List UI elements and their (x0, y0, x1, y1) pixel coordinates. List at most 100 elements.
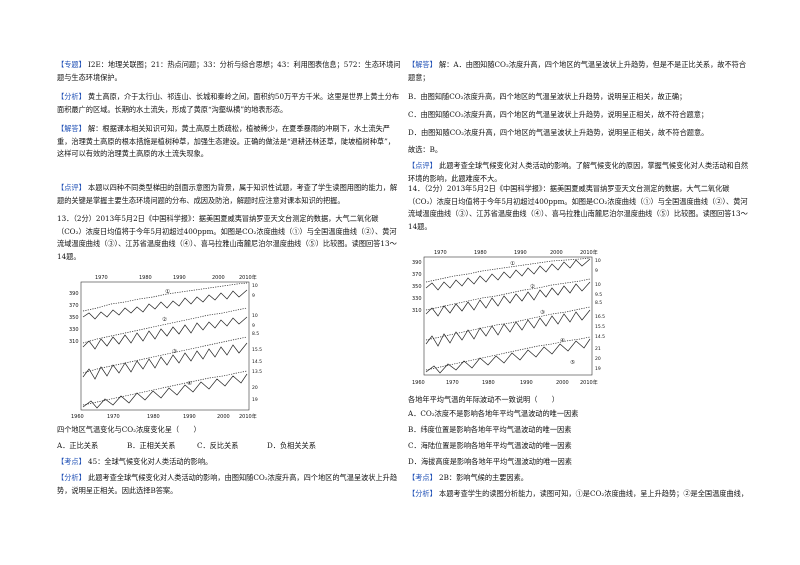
svg-text:20: 20 (595, 356, 601, 362)
svg-text:8.5: 8.5 (252, 331, 259, 337)
option-d: D．海拔高度是影响各地年平均气温波动的唯一因素 (408, 457, 572, 466)
year-label: 2010年 (580, 249, 598, 256)
year-label: 1970 (446, 380, 459, 386)
analysis-block: 【分析】 此题考查全球气候变化对人类活动的影响，由图知随CO₂浓度升高，四个地区… (57, 473, 398, 495)
option-a: A．CO₂浓度不是影响各地年平均气温波动的唯一因素 (408, 409, 579, 418)
year-label: 2000 (550, 250, 563, 256)
section-tag: 【分析】 (57, 473, 86, 482)
curve-marker: ① (165, 289, 170, 295)
axis-tick: 390 (412, 260, 422, 266)
svg-text:21: 21 (595, 346, 601, 352)
question-14-stem: 各地年平均气温的年际波动不一致说明（ ） (408, 395, 559, 404)
curve-marker: ⑤ (570, 360, 575, 366)
svg-text:19: 19 (252, 397, 258, 403)
curve-marker: ④ (560, 338, 565, 344)
section-tag: 【点评】 (57, 183, 86, 192)
svg-text:19: 19 (595, 366, 601, 372)
axis-tick: 370 (69, 303, 79, 309)
section-tag: 【分析】 (57, 92, 86, 101)
year-label: 2000 (212, 275, 225, 281)
svg-text:9: 9 (595, 268, 598, 274)
co2-temperature-figure: 1970 1980 1990 2000 2010年 1960 1970 1980… (69, 274, 262, 420)
section-tag: 【专题】 (57, 60, 86, 69)
year-label: 1970 (434, 250, 447, 256)
svg-text:8.5: 8.5 (595, 300, 602, 306)
section-tag: 【解答】 (57, 124, 86, 133)
option-b: B．正相关关系 (127, 441, 176, 450)
year-label: 2000 (556, 380, 569, 386)
choice: 故选：B。 (408, 145, 443, 154)
svg-text:13.5: 13.5 (252, 369, 262, 375)
svg-text:10: 10 (252, 313, 258, 319)
year-label: 1980 (139, 275, 152, 281)
axis-tick: 350 (412, 284, 422, 290)
answer-c: C．由图知随CO₂浓度升高，四个地区的气温呈波状上升趋势，说明呈正相关，故不符合… (408, 110, 709, 119)
year-label: 1970 (95, 275, 108, 281)
question-14: 14．（2分）2013年5月2日《中国科学报》：据美国夏威夷冒纳罗亚天文台测定的… (408, 184, 748, 231)
curve-marker: ① (510, 261, 515, 267)
comment-block: 【点评】 此题考查全球气候变化对人类活动的影响。了解气候变化的原因，掌握气候变化… (408, 161, 749, 183)
axis-tick: 330 (412, 296, 422, 302)
year-label: 1960 (412, 380, 425, 386)
knowledge-point: 【考点】 45：全球气候变化对人类活动的影响。 (57, 457, 213, 466)
year-label: 1990 (520, 380, 533, 386)
analysis-block: 【分析】 黄土高原，介于太行山、祁连山、长城和秦岭之间，面积约50万平方千米。这… (57, 92, 400, 114)
axis-tick: 390 (69, 291, 79, 297)
year-label: 1980 (474, 250, 487, 256)
svg-text:10: 10 (252, 283, 258, 289)
year-label: 1990 (514, 250, 527, 256)
option-d: D．负相关关系 (267, 441, 316, 450)
option-a: A．正比关系 (57, 441, 99, 450)
svg-text:9: 9 (252, 293, 255, 299)
year-label: 1990 (183, 414, 196, 420)
curve-marker: ③ (172, 349, 177, 355)
year-label: 2010年 (239, 274, 257, 281)
curve-marker: ② (162, 316, 167, 323)
knowledge-point: 【考点】 2B：影响气候的主要因素。 (408, 473, 528, 482)
axis-tick: 310 (412, 308, 422, 314)
comment-block: 【点评】 本题以四种不同类型梯田的剖面示意图为背景，属于知识性试题，考查了学生读… (57, 183, 398, 205)
curve-marker: ③ (540, 310, 545, 316)
answer-block: 【解答】 解：根据课本相关知识可知，黄土高原土质疏松，植被稀少，在夏季暴雨的冲刷… (57, 124, 395, 159)
answer-b: B．由图知随CO₂浓度升高，四个地区的气温呈波状上升趋势，说明呈正相关，故正确； (408, 92, 687, 101)
curve-marker: ② (530, 283, 535, 290)
question-13-options: A．正比关系 B．正相关关系 C．反比关系 D．负相关关系 (57, 440, 402, 453)
year-label: 2000 (217, 414, 230, 420)
section-tag: 【解答】 (408, 60, 437, 69)
axis-tick: 330 (69, 327, 79, 333)
year-label: 2010年 (580, 379, 598, 386)
year-label: 1990 (173, 275, 186, 281)
svg-text:9: 9 (252, 323, 255, 329)
section-tag: 【分析】 (408, 489, 437, 498)
question-13: 13．（2分）2013年5月2日《中国科学报》：据美国夏威夷冒纳罗亚天文台测定的… (57, 214, 397, 261)
year-label: 1960 (71, 414, 84, 420)
svg-text:16.5: 16.5 (595, 314, 605, 320)
svg-text:10: 10 (595, 282, 601, 288)
option-c: C．反比关系 (197, 441, 239, 450)
svg-text:9.5: 9.5 (595, 292, 602, 298)
analysis-block: 【分析】 本题考查学生的读图分析能力，读图可知，①是CO₂浓度曲线，呈上升趋势；… (408, 489, 749, 498)
question-13-stem: 四个地区气温变化与CO₂浓度变化呈（ ） (57, 425, 201, 434)
curve-marker: ④ (187, 381, 192, 387)
year-label: 2010年 (239, 413, 257, 420)
year-label: 1980 (482, 380, 495, 386)
section-tag: 【考点】 (57, 457, 86, 466)
svg-text:15.5: 15.5 (252, 347, 262, 353)
axis-tick: 370 (412, 272, 422, 278)
left-column: 【专题】 I2E：地理关联图；21：热点问题；33：分析与综合思想；43：利用图… (57, 0, 402, 565)
option-b: B．纬度位置是影响各地年平均气温波动的唯一因素 (408, 425, 572, 434)
svg-text:15.5: 15.5 (595, 324, 605, 330)
answer-d: D．由图知随CO₂浓度升高，四个地区的气温呈波状上升趋势，说明呈正相关，故不符合… (408, 128, 709, 137)
svg-text:10: 10 (595, 258, 601, 264)
axis-tick: 350 (69, 315, 79, 321)
section-tag: 【考点】 (408, 473, 437, 482)
section-tag: 【点评】 (408, 161, 437, 170)
axis-tick: 310 (69, 339, 79, 345)
svg-text:14.5: 14.5 (252, 359, 262, 365)
answer-a: 【解答】 解：A．由图知随CO₂浓度升高，四个地区的气温呈波状上升趋势，但是不是… (408, 60, 747, 82)
option-c: C．海陆位置是影响各地年平均气温波动的唯一因素 (408, 441, 572, 450)
right-column: 【解答】 解：A．由图知随CO₂浓度升高，四个地区的气温呈波状上升趋势，但是不是… (408, 0, 753, 565)
year-label: 1970 (107, 414, 120, 420)
svg-text:14.5: 14.5 (595, 334, 605, 340)
topic-block: 【专题】 I2E：地理关联图；21：热点问题；33：分析与综合思想；43：利用图… (57, 60, 401, 82)
